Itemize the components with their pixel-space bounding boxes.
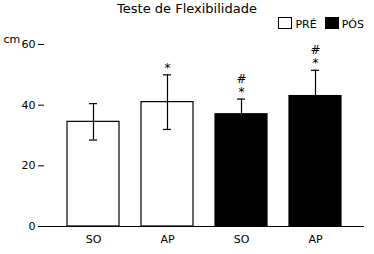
svg-text:SO: SO bbox=[86, 233, 102, 246]
svg-text:*: * bbox=[165, 61, 171, 75]
svg-text:*: * bbox=[313, 56, 319, 70]
svg-text:40: 40 bbox=[22, 99, 36, 112]
svg-text:cm: cm bbox=[4, 33, 21, 46]
svg-text:60: 60 bbox=[22, 38, 36, 51]
svg-text:0: 0 bbox=[29, 220, 36, 233]
html-text:PÓS: PÓS bbox=[341, 18, 364, 31]
svg-text:AP: AP bbox=[308, 233, 323, 246]
svg-text:#: # bbox=[310, 43, 320, 57]
svg-text:*: * bbox=[239, 85, 245, 99]
svg-text:#: # bbox=[236, 72, 246, 86]
svg-text:20: 20 bbox=[22, 159, 36, 172]
svg-text:AP: AP bbox=[160, 233, 175, 246]
html-text:PRÉ: PRÉ bbox=[295, 18, 317, 31]
html-text:Teste de Flexibilidade: Teste de Flexibilidade bbox=[117, 1, 257, 16]
svg-text:SO: SO bbox=[234, 233, 250, 246]
